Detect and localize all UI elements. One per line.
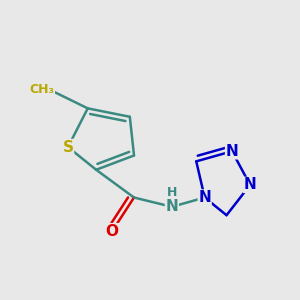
Text: CH₃: CH₃ xyxy=(29,82,54,95)
Text: N: N xyxy=(226,144,238,159)
Text: N: N xyxy=(198,190,211,205)
Text: N: N xyxy=(166,199,178,214)
Text: H: H xyxy=(167,186,177,199)
Text: N: N xyxy=(244,177,256,192)
Text: S: S xyxy=(62,140,74,154)
Text: O: O xyxy=(106,224,118,239)
